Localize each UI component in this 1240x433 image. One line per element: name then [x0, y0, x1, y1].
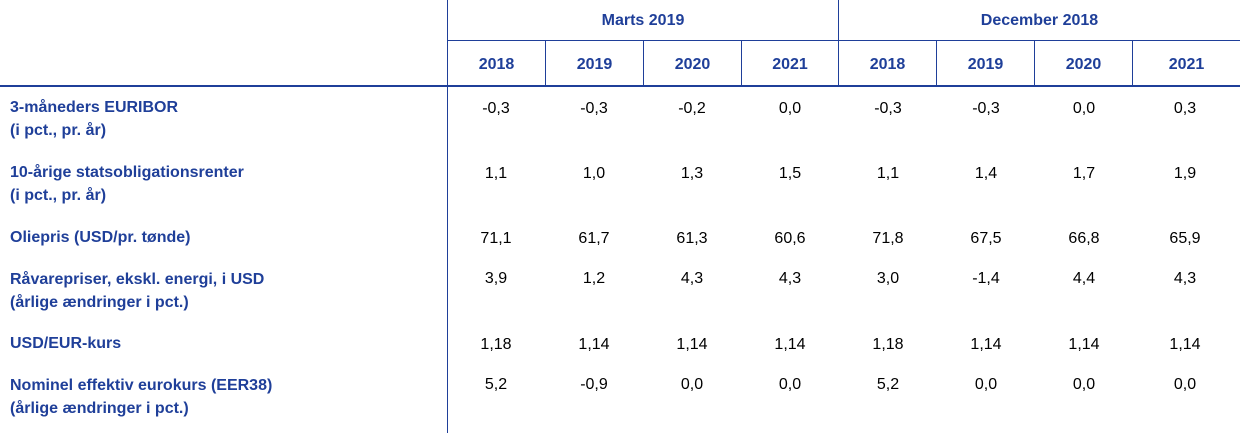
row-label-line: Råvarepriser, ekskl. energi, i USD [10, 271, 265, 288]
value-cell: -0,3 [972, 100, 1000, 117]
year-divider [1132, 40, 1133, 85]
value-cell: 1,5 [778, 165, 802, 182]
value-cell: 1,1 [484, 165, 508, 182]
value-cell: 0,0 [778, 100, 802, 117]
value-cell: -0,3 [482, 100, 510, 117]
value-cell: 1,14 [676, 336, 708, 353]
year-header: 2021 [772, 56, 808, 73]
year-divider [936, 40, 937, 85]
value-cell: 1,18 [480, 336, 512, 353]
value-cell: 4,4 [1072, 270, 1096, 287]
value-cell: 60,6 [774, 230, 806, 247]
group-header-marts-2019: Marts 2019 [601, 12, 685, 29]
value-cell: 3,0 [876, 270, 900, 287]
value-cell: 0,3 [1173, 100, 1197, 117]
value-cell: 1,14 [578, 336, 610, 353]
value-cell: 0,0 [680, 376, 704, 393]
value-cell: 4,3 [778, 270, 802, 287]
value-cell: -0,2 [678, 100, 706, 117]
value-cell: 67,5 [970, 230, 1002, 247]
value-cell: 61,3 [676, 230, 708, 247]
row-label-subline: (i pct., pr. år) [10, 122, 107, 139]
value-cell: 66,8 [1068, 230, 1100, 247]
value-cell: 1,0 [582, 165, 606, 182]
value-cell: 71,8 [872, 230, 904, 247]
row-label-line: Nominel effektiv eurokurs (EER38) [10, 377, 273, 394]
value-cell: -1,4 [972, 270, 1000, 287]
row-label-line: USD/EUR-kurs [10, 335, 122, 352]
value-cell: 1,14 [1169, 336, 1201, 353]
value-cell: 4,3 [680, 270, 704, 287]
row-label-subline: (i pct., pr. år) [10, 187, 107, 204]
row-label-effective-exchange-rate: Nominel effektiv eurokurs (EER38) (årlig… [10, 374, 272, 420]
year-header: 2019 [967, 56, 1004, 73]
value-cell: 1,9 [1173, 165, 1197, 182]
value-cell: 1,1 [876, 165, 900, 182]
row-label-line: 3-måneders EURIBOR [10, 99, 179, 116]
row-label-euribor: 3-måneders EURIBOR (i pct., pr. år) [10, 96, 178, 142]
year-divider [545, 40, 546, 85]
value-cell: 1,14 [1068, 336, 1100, 353]
value-cell: 1,7 [1072, 165, 1096, 182]
left-vertical-divider [447, 0, 448, 433]
value-cell: 5,2 [484, 376, 508, 393]
year-header: 2021 [1168, 56, 1205, 73]
value-cell: 61,7 [578, 230, 610, 247]
year-header: 2018 [869, 56, 906, 73]
value-cell: 0,0 [1173, 376, 1197, 393]
year-header: 2019 [576, 56, 613, 73]
value-cell: 0,0 [1072, 100, 1096, 117]
value-cell: 1,18 [872, 336, 904, 353]
row-label-line: Oliepris (USD/pr. tønde) [10, 229, 191, 246]
row-label-bond-yields: 10-årige statsobligationsrenter (i pct.,… [10, 161, 244, 207]
year-header: 2018 [478, 56, 515, 73]
year-header: 2020 [674, 56, 711, 73]
value-cell: -0,3 [874, 100, 902, 117]
group-vertical-divider [838, 0, 839, 85]
header-bottom-line [0, 85, 1240, 87]
group-header-december-2018: December 2018 [980, 12, 1099, 29]
row-label-subline: (årlige ændringer i pct.) [10, 294, 189, 311]
value-cell: 65,9 [1169, 230, 1201, 247]
row-label-subline: (årlige ændringer i pct.) [10, 400, 189, 417]
value-cell: 0,0 [778, 376, 802, 393]
value-cell: 0,0 [1072, 376, 1096, 393]
year-header: 2020 [1065, 56, 1102, 73]
row-label-usd-eur: USD/EUR-kurs [10, 332, 121, 355]
value-cell: 4,3 [1173, 270, 1197, 287]
value-cell: 1,2 [582, 270, 606, 287]
value-cell: 1,14 [774, 336, 806, 353]
value-cell: -0,9 [580, 376, 608, 393]
value-cell: 3,9 [484, 270, 508, 287]
row-label-line: 10-årige statsobligationsrenter [10, 164, 244, 181]
value-cell: 1,14 [970, 336, 1002, 353]
value-cell: 71,1 [480, 230, 512, 247]
value-cell: 0,0 [974, 376, 998, 393]
year-divider [643, 40, 644, 85]
group-underline [447, 40, 1240, 41]
value-cell: 5,2 [876, 376, 900, 393]
value-cell: 1,4 [974, 165, 998, 182]
row-label-commodity-prices: Råvarepriser, ekskl. energi, i USD (årli… [10, 268, 264, 314]
value-cell: 1,3 [680, 165, 704, 182]
year-divider [1034, 40, 1035, 85]
value-cell: -0,3 [580, 100, 608, 117]
year-divider [741, 40, 742, 85]
row-label-oil-price: Oliepris (USD/pr. tønde) [10, 226, 190, 249]
